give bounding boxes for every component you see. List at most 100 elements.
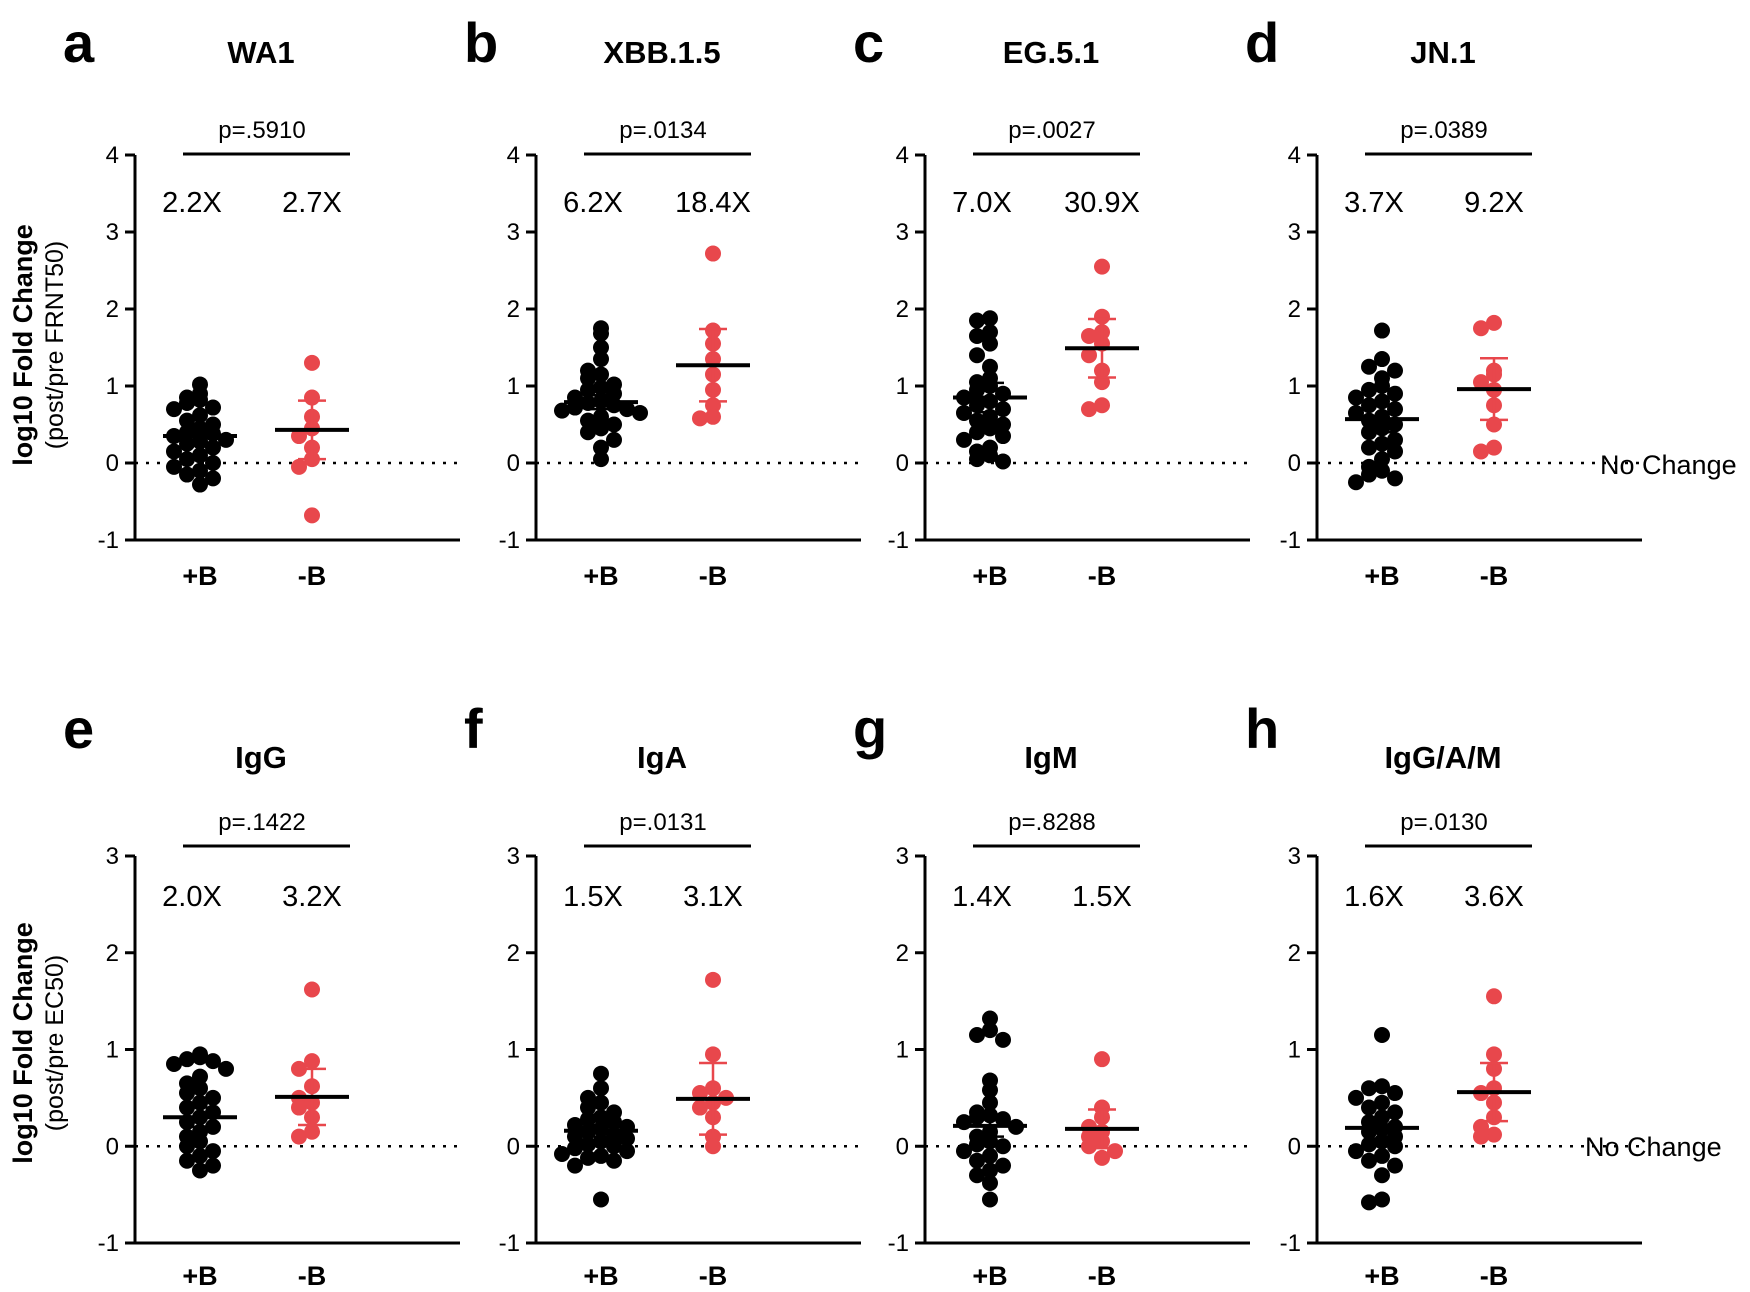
y-tick-label-c: 4 <box>896 142 909 169</box>
data-point-b-plus-b <box>580 370 596 387</box>
data-point-h-plus-b <box>1374 1147 1390 1164</box>
data-point-a-minus-b <box>291 428 307 445</box>
data-point-e-minus-b <box>304 1053 320 1070</box>
y-tick-label-a: 4 <box>106 142 119 169</box>
data-point-d-plus-b <box>1374 378 1390 394</box>
y-tick-label-h: 0 <box>1288 1133 1301 1160</box>
category-label-g: +B <box>972 1261 1007 1291</box>
data-point-g-plus-b <box>969 1026 985 1043</box>
data-point-a-plus-b <box>166 401 182 418</box>
data-point-g-plus-b <box>982 1082 998 1099</box>
y-tick-label-g: -1 <box>888 1230 909 1257</box>
y-tick-label-h: 1 <box>1288 1037 1301 1064</box>
y-tick-label-f: 1 <box>507 1037 520 1064</box>
data-point-c-minus-b <box>1094 397 1110 414</box>
data-point-f-plus-b <box>606 1152 622 1169</box>
data-point-e-plus-b <box>192 1049 208 1066</box>
data-point-g-plus-b <box>995 1031 1011 1048</box>
data-point-a-plus-b <box>179 412 195 429</box>
y-tick-label-e: 2 <box>106 940 119 967</box>
fold-change-label-c: 7.0X <box>952 187 1012 219</box>
data-point-f-plus-b <box>593 1065 609 1082</box>
fold-change-label-g: 1.5X <box>1072 881 1132 913</box>
data-point-d-plus-b <box>1387 362 1403 379</box>
data-point-d-plus-b <box>1387 443 1403 460</box>
panel-b: b XBB.1.5 p=.0134 -1 0 1 2 3 4 +B 6.2X -B 18.4X <box>464 11 861 591</box>
data-point-a-plus-b <box>205 470 221 487</box>
data-point-g-minus-b <box>1081 1138 1097 1155</box>
row-2-no-change-label: No Change <box>1585 1132 1722 1162</box>
data-point-a-plus-b <box>192 476 208 493</box>
data-point-c-plus-b <box>982 447 998 464</box>
y-tick-label-h: -1 <box>1280 1230 1301 1257</box>
fold-change-label-e: 2.0X <box>162 881 222 913</box>
data-point-f-plus-b <box>593 1109 609 1126</box>
data-point-f-minus-b <box>692 1099 708 1116</box>
row-2-y-title-main: log10 Fold Change <box>8 922 38 1164</box>
data-point-d-plus-b <box>1361 358 1377 375</box>
y-tick-label-c: 1 <box>896 373 909 400</box>
data-point-h-plus-b <box>1348 1089 1364 1106</box>
data-point-d-minus-b <box>1486 314 1502 331</box>
data-point-c-plus-b <box>969 424 985 441</box>
y-tick-label-b: 4 <box>507 142 520 169</box>
data-point-g-minus-b <box>1094 1051 1110 1068</box>
fold-change-label-a: 2.7X <box>282 187 342 219</box>
data-point-a-plus-b <box>205 399 221 416</box>
category-label-f: -B <box>699 1261 728 1291</box>
data-point-g-plus-b <box>969 1167 985 1184</box>
data-point-e-plus-b <box>192 1080 208 1097</box>
y-tick-label-a: 2 <box>106 296 119 323</box>
data-point-b-minus-b <box>705 245 721 262</box>
panel-label-h: h <box>1245 697 1279 760</box>
y-tick-label-e: 1 <box>106 1037 119 1064</box>
fold-change-label-d: 9.2X <box>1464 187 1524 219</box>
fold-change-label-b: 6.2X <box>563 187 623 219</box>
data-point-c-minus-b <box>1081 327 1097 344</box>
y-tick-label-d: 0 <box>1288 450 1301 477</box>
category-label-h: +B <box>1364 1261 1399 1291</box>
panels-container: a WA1 p=.5910 -1 0 1 2 3 4 +B 2.2X -B 2.7X b XBB.1.5 p=… <box>63 11 1642 1291</box>
panel-title-e: IgG <box>235 740 287 775</box>
y-tick-label-c: 0 <box>896 450 909 477</box>
data-point-c-plus-b <box>956 431 972 448</box>
data-point-f-plus-b <box>593 1094 609 1111</box>
row-1-y-axis-title: log10 Fold Change (post/pre FRNT50) <box>8 224 69 466</box>
data-point-f-plus-b <box>567 1140 583 1157</box>
p-value-c: p=.0027 <box>1008 117 1095 144</box>
fold-change-label-f: 1.5X <box>563 881 623 913</box>
y-tick-label-f: -1 <box>499 1230 520 1257</box>
data-point-b-minus-b <box>705 408 721 425</box>
data-point-d-minus-b <box>1473 374 1489 391</box>
data-point-e-minus-b <box>291 1128 307 1145</box>
y-tick-label-h: 2 <box>1288 940 1301 967</box>
data-point-f-plus-b <box>593 1191 609 1208</box>
panel-label-g: g <box>853 697 887 760</box>
data-point-f-plus-b <box>567 1157 583 1174</box>
y-tick-label-b: -1 <box>499 527 520 554</box>
data-point-f-plus-b <box>606 1138 622 1155</box>
category-label-b: -B <box>699 561 728 591</box>
panel-title-d: JN.1 <box>1410 35 1475 70</box>
panel-title-b: XBB.1.5 <box>603 35 720 70</box>
row-1-y-title-main: log10 Fold Change <box>8 224 38 466</box>
y-tick-label-b: 0 <box>507 450 520 477</box>
p-value-f: p=.0131 <box>619 809 706 836</box>
y-tick-label-h: 3 <box>1288 843 1301 870</box>
data-point-d-plus-b <box>1361 466 1377 483</box>
row-2-y-title-sub: (post/pre EC50) <box>41 955 69 1131</box>
data-point-b-plus-b <box>580 424 596 441</box>
data-point-g-plus-b <box>982 1010 998 1027</box>
data-point-g-plus-b <box>982 1175 998 1192</box>
panel-label-e: e <box>63 697 94 760</box>
y-tick-label-e: -1 <box>98 1230 119 1257</box>
category-label-h: -B <box>1480 1261 1509 1291</box>
data-point-c-plus-b <box>995 453 1011 470</box>
y-tick-label-c: 3 <box>896 219 909 246</box>
panel-label-a: a <box>63 11 95 74</box>
category-label-d: +B <box>1364 561 1399 591</box>
y-tick-label-d: 1 <box>1288 373 1301 400</box>
data-point-c-plus-b <box>969 381 985 398</box>
data-point-b-plus-b <box>619 401 635 418</box>
data-point-b-minus-b <box>692 410 708 427</box>
